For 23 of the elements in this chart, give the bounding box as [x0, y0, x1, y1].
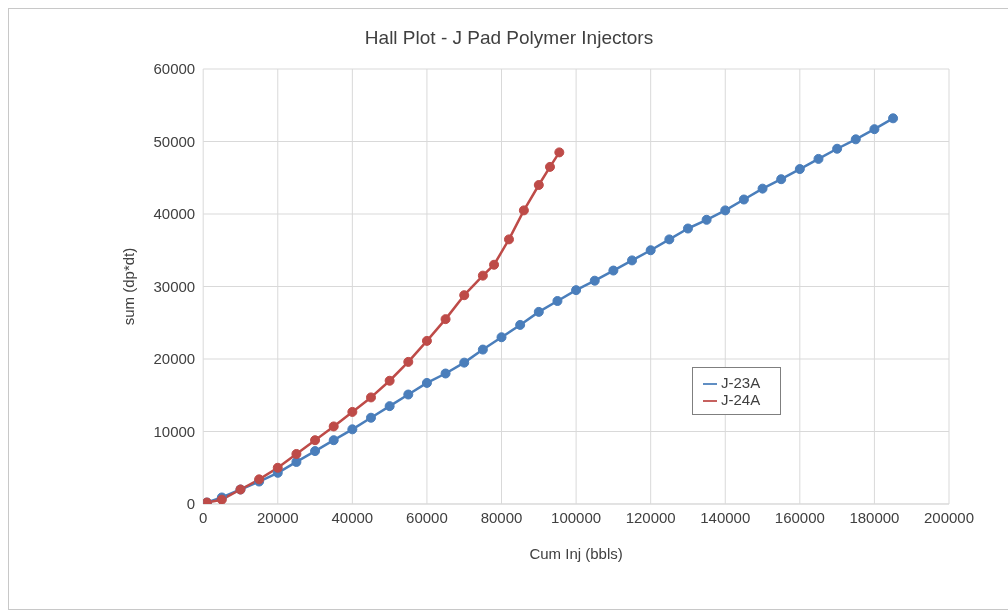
legend-label: J-24A — [721, 391, 761, 409]
x-tick-label: 40000 — [331, 508, 374, 526]
y-tick-label: 50000 — [153, 132, 196, 150]
chart-title: Hall Plot - J Pad Polymer Injectors — [363, 27, 655, 49]
x-axis-title: Cum Inj (bbls) — [529, 545, 623, 562]
y-tick-label: 0 — [186, 495, 196, 513]
legend-label: J-23A — [721, 374, 761, 391]
x-tick-label: 60000 — [406, 508, 448, 526]
y-axis-title: sum (dp*dt) — [119, 247, 137, 326]
x-tick-label: 180000 — [849, 508, 900, 526]
x-tick-label: 120000 — [625, 508, 676, 526]
y-tick-label: 10000 — [153, 422, 196, 440]
x-tick-label: 160000 — [774, 508, 825, 526]
y-tick-label: 30000 — [153, 277, 196, 295]
y-tick-label: 20000 — [153, 350, 196, 368]
x-tick-label: 100000 — [551, 508, 602, 526]
x-tick-label: 0 — [199, 508, 208, 526]
x-tick-label: 80000 — [480, 508, 523, 526]
x-tick-label: 200000 — [923, 508, 975, 526]
y-tick-label: 60000 — [153, 60, 196, 78]
x-tick-label: 20000 — [256, 508, 299, 526]
x-tick-label: 140000 — [700, 508, 751, 526]
y-tick-label: 40000 — [153, 205, 196, 223]
